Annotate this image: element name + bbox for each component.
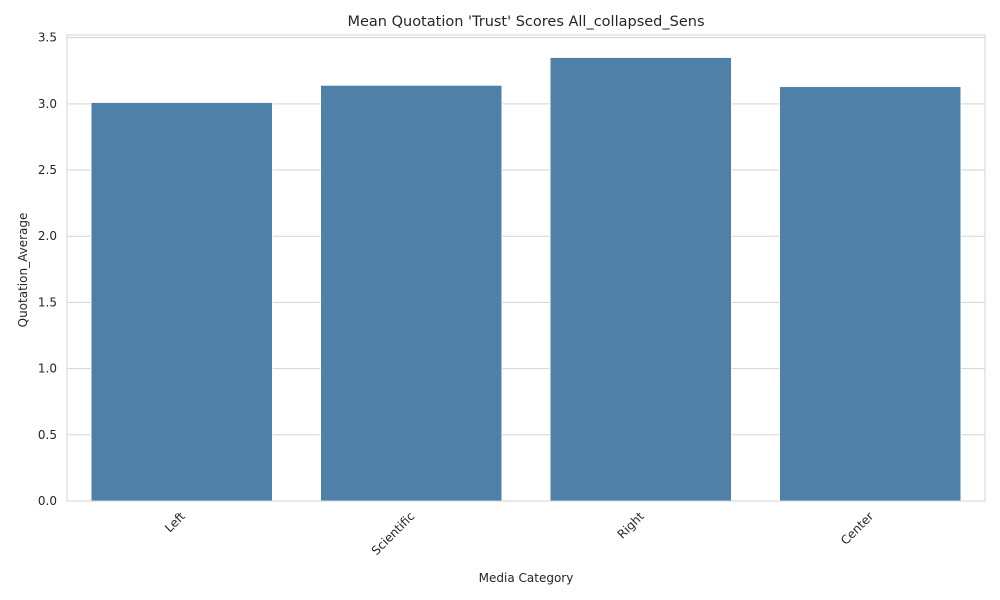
y-tick-label: 1.5 [38, 295, 57, 309]
y-tick-label: 3.5 [38, 31, 57, 45]
plot-frame [66, 34, 986, 502]
y-tick-label: 0.5 [38, 428, 57, 442]
y-axis-label: Quotation_Average [16, 213, 30, 328]
y-axis-ticks: 0.0 0.5 1.0 1.5 2.0 2.5 3.0 3.5 [38, 31, 57, 508]
bar-right [549, 57, 732, 502]
x-tick-label-center: Center [838, 509, 877, 548]
x-axis-ticks: Left Scientific Right Center [162, 509, 876, 558]
x-tick-label-left: Left [162, 509, 188, 535]
x-axis-label: Media Category [479, 571, 574, 585]
bar-center [779, 86, 962, 502]
y-tick-label: 3.0 [38, 97, 57, 111]
x-tick-label-right: Right [615, 509, 647, 541]
x-tick-label-scientific: Scientific [369, 509, 418, 558]
bars [90, 57, 962, 502]
y-tick-label: 1.0 [38, 362, 57, 376]
bar-left [90, 102, 273, 502]
y-tick-label: 2.5 [38, 163, 57, 177]
y-tick-label: 2.0 [38, 229, 57, 243]
y-tick-label: 0.0 [38, 494, 57, 508]
chart-title: Mean Quotation 'Trust' Scores All_collap… [347, 14, 704, 30]
bar-scientific [320, 84, 503, 502]
